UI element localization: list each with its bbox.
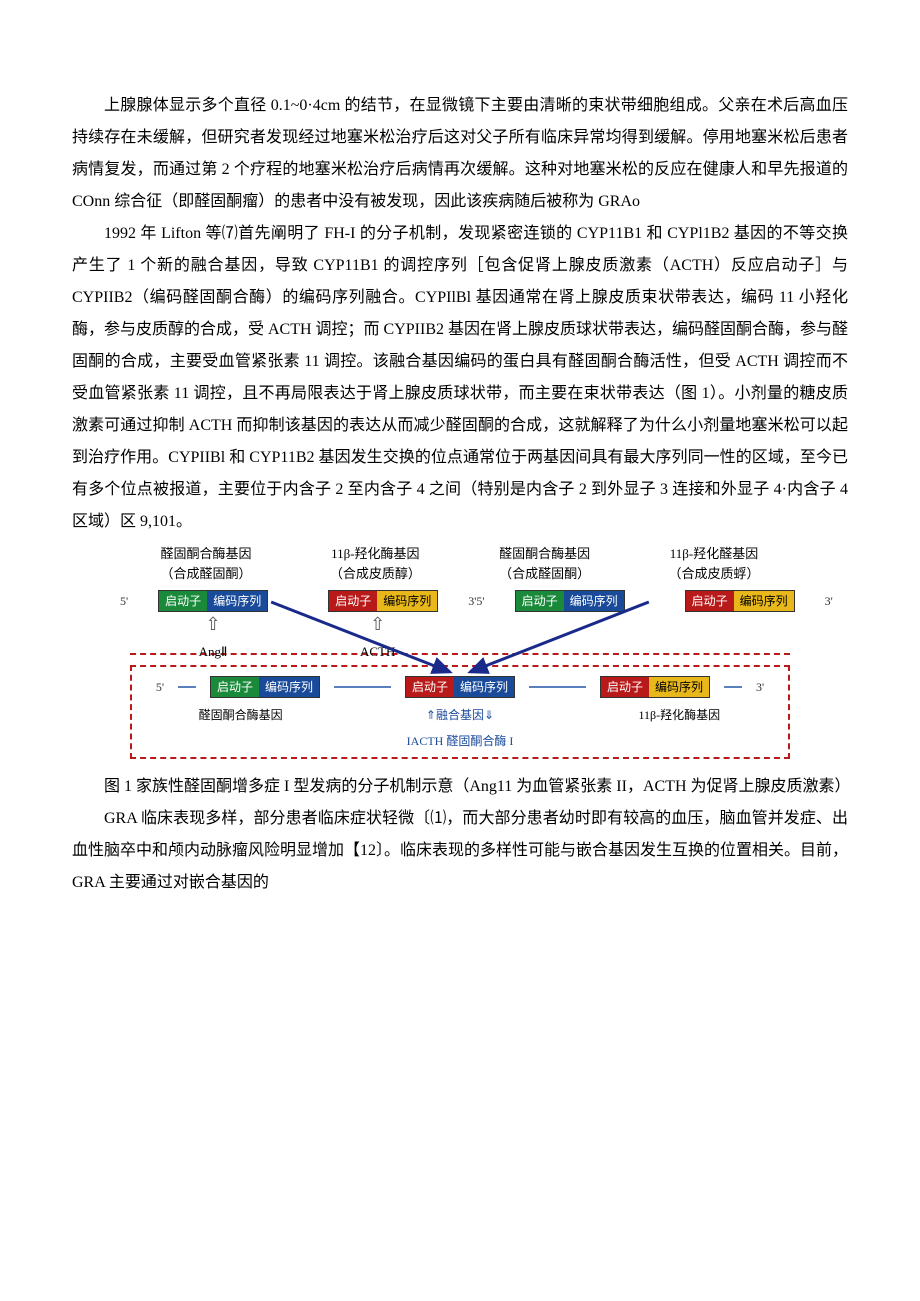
gene-pair-right: 启动子 编码序列 启动子 编码序列 (485, 590, 825, 612)
gene-box-aldo: 启动子 编码序列 (158, 590, 268, 612)
coding-segment: 编码序列 (734, 591, 794, 611)
ang2-regulator: ⇧ AngⅡ (138, 613, 288, 665)
paragraph-2: 1992 年 Lifton 等⑺首先阐明了 FH-I 的分子机制，发现紧密连锁的… (72, 218, 848, 538)
label-hydrox-gene: 11β-羟化酶基因 (577, 699, 782, 727)
figure-1-diagram: 醛固酮合酶基因 （合成醛固酮） 11β-羟化酶基因 （合成皮质醇） 醛固酮合酶基… (120, 544, 800, 759)
up-arrow-icon: ⇧ (370, 615, 385, 633)
three-prime-label: 3' (468, 589, 476, 613)
promoter-segment: 启动子 (516, 591, 564, 611)
five-prime-label: 5' (476, 589, 484, 613)
top-gene-row: 5' 启动子 编码序列 启动子 编码序列 3' 5' 启动子 编码序列 (120, 587, 800, 615)
dna-line (529, 686, 586, 688)
coding-segment: 编码序列 (377, 591, 437, 611)
hdr-sub: （合成皮质蜉） (634, 564, 794, 584)
coding-segment: 编码序列 (564, 591, 624, 611)
dna-line (178, 686, 196, 688)
promoter-segment: 启动子 (601, 677, 649, 697)
header-aldo-synthase-right: 醛固酮合酶基因 （合成醛固酮） (465, 544, 625, 583)
up-arrow-icon: ⇧ (205, 615, 220, 633)
coding-segment: 编码序列 (454, 677, 514, 697)
figure-1-caption: 图 1 家族性醛固酮增多症 I 型发病的分子机制示意（Ang11 为血管紧张素 … (72, 771, 848, 803)
three-prime-label: 3' (756, 675, 782, 699)
promoter-segment: 启动子 (211, 677, 259, 697)
gene-box-fusion: 启动子 编码序列 (405, 676, 515, 698)
hdr-sub: （合成醛固酮） (126, 564, 286, 584)
header-11b-hydroxylase-left: 11β-羟化酶基因 （合成皮质醇） (295, 544, 455, 583)
regulator-row: ⇧ AngⅡ ⇧ ACTH (120, 613, 800, 665)
promoter-segment: 启动子 (159, 591, 207, 611)
label-fusion-gene: ⇑融合基因⇓ (357, 699, 562, 727)
acth-label: ACTH (360, 644, 395, 659)
fusion-label-row: 醛固酮合酶基因 ⇑融合基因⇓ 11β-羟化酶基因 (138, 699, 782, 727)
gene-box-hydrox-bottom: 启动子 编码序列 (600, 676, 710, 698)
gene-box-hydrox: 启动子 编码序列 (328, 590, 438, 612)
acth-regulator: ⇧ ACTH (303, 613, 453, 665)
five-prime-label: 5' (138, 675, 164, 699)
five-prime-label: 5' (120, 589, 128, 613)
hdr-title: 醛固酮合酶基因 (160, 546, 251, 561)
dna-line (334, 686, 391, 688)
promoter-segment: 启动子 (686, 591, 734, 611)
acth-fusion-label: IACTH 醛固酮合酶 I (138, 729, 782, 753)
gene-box-aldo-bottom: 启动子 编码序列 (210, 676, 320, 698)
three-prime-label: 3' (825, 589, 833, 613)
header-11b-hydroxylase-right: 11β-羟化醛基因 （合成皮质蜉） (634, 544, 794, 583)
label-aldo-gene: 醛固酮合酶基因 (138, 699, 343, 727)
hdr-title: 醛固酮合酶基因 (499, 546, 590, 561)
fusion-gene-row: 5' 启动子 编码序列 启动子 编码序列 启动子 编码序列 3' (138, 675, 782, 699)
gene-box-aldo: 启动子 编码序列 (515, 590, 625, 612)
hdr-title: 11β-羟化酶基因 (331, 546, 419, 561)
hdr-title: 11β-羟化醛基因 (670, 546, 758, 561)
hdr-sub: （合成醛固酮） (465, 564, 625, 584)
fusion-result-box: 5' 启动子 编码序列 启动子 编码序列 启动子 编码序列 3' 醛固酮合酶基因… (130, 665, 790, 759)
dna-line (724, 686, 742, 688)
coding-segment: 编码序列 (207, 591, 267, 611)
gene-box-hydrox: 启动子 编码序列 (685, 590, 795, 612)
gene-pair-left: 启动子 编码序列 启动子 编码序列 (128, 590, 468, 612)
gene-header-row: 醛固酮合酶基因 （合成醛固酮） 11β-羟化酶基因 （合成皮质醇） 醛固酮合酶基… (120, 544, 800, 583)
hdr-sub: （合成皮质醇） (295, 564, 455, 584)
promoter-segment: 启动子 (329, 591, 377, 611)
coding-segment: 编码序列 (259, 677, 319, 697)
header-aldo-synthase-left: 醛固酮合酶基因 （合成醛固酮） (126, 544, 286, 583)
promoter-segment: 启动子 (406, 677, 454, 697)
paragraph-1: 上腺腺体显示多个直径 0.1~0·4cm 的结节，在显微镜下主要由清晰的束状带细… (72, 90, 848, 218)
ang2-label: AngⅡ (199, 644, 228, 659)
paragraph-3: GRA 临床表现多样，部分患者临床症状轻微〔⑴，而大部分患者幼时即有较高的血压，… (72, 803, 848, 899)
coding-segment: 编码序列 (649, 677, 709, 697)
